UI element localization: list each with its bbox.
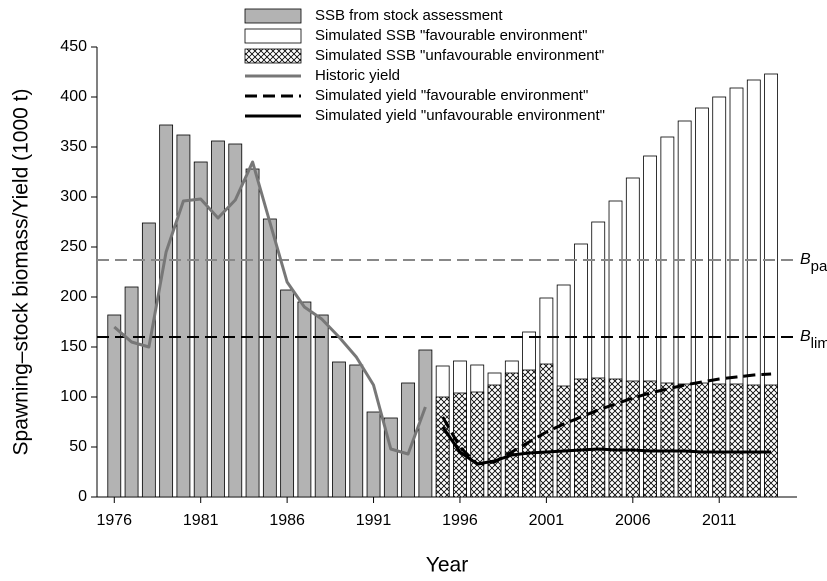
x-tick-label: 2006: [615, 512, 651, 529]
bar: [522, 369, 536, 498]
bar: [176, 134, 191, 498]
bar: [695, 382, 709, 498]
bar: [435, 396, 450, 498]
reference-label-sub: pa: [811, 258, 827, 275]
bar: [141, 222, 156, 498]
x-tick-label: 2001: [529, 512, 565, 529]
bar: [245, 168, 260, 498]
bar: [625, 380, 640, 498]
y-tick-label: 250: [60, 238, 87, 255]
y-tick-label: 150: [60, 338, 87, 355]
reference-label: Bpa: [800, 251, 827, 275]
bar: [314, 314, 329, 498]
bar: [332, 361, 346, 498]
x-tick-label: 1986: [269, 512, 305, 529]
legend-text: Simulated SSB "unfavourable environment": [315, 47, 604, 64]
bar: [193, 161, 208, 498]
bar: [746, 384, 761, 498]
x-tick-label: 2011: [702, 512, 737, 529]
bar: [764, 384, 778, 498]
legend-text: SSB from stock assessment: [315, 7, 503, 24]
bar: [712, 383, 727, 498]
x-tick-label: 1991: [356, 512, 392, 529]
line: [441, 426, 772, 466]
bar: [349, 364, 364, 498]
x-tick-label: 1996: [442, 512, 478, 529]
bar: [504, 372, 519, 498]
x-tick-label: 1976: [96, 512, 132, 529]
y-tick-label: 300: [60, 188, 87, 205]
reference-label-main: B: [800, 251, 811, 268]
legend-text: Simulated yield "unfavourable environmen…: [315, 107, 605, 124]
y-tick-label: 400: [60, 88, 87, 105]
bar: [159, 124, 174, 498]
bar: [574, 378, 588, 498]
bar: [660, 382, 675, 498]
x-tick-label: 1981: [183, 512, 219, 529]
bar: [297, 301, 312, 498]
y-tick-label: 100: [60, 388, 87, 405]
reference-label-sub: lim: [811, 335, 827, 352]
legend-swatch: [244, 48, 302, 64]
legend-text: Simulated SSB "favourable environment": [315, 27, 587, 44]
bar: [366, 411, 381, 498]
reference-label: Blim: [800, 328, 827, 352]
y-tick-label: 50: [69, 438, 87, 455]
bar: [591, 377, 606, 498]
bar: [228, 143, 243, 498]
legend-swatch: [244, 8, 302, 24]
bar: [470, 391, 485, 498]
legend-text: Historic yield: [315, 67, 400, 84]
bar: [608, 378, 623, 498]
bar: [107, 314, 122, 498]
reference-label-main: B: [800, 328, 811, 345]
bar: [677, 383, 692, 498]
line: [113, 160, 427, 456]
bar: [487, 384, 502, 498]
legend-swatch: [244, 28, 302, 44]
y-tick-label: 200: [60, 288, 87, 305]
legend-text: Simulated yield "favourable environment": [315, 87, 588, 104]
bar: [280, 289, 295, 498]
bar: [643, 380, 657, 498]
bar: [556, 385, 571, 498]
bar: [124, 286, 139, 498]
bar: [211, 140, 225, 498]
y-tick-label: 0: [78, 488, 87, 505]
bar: [729, 383, 744, 498]
y-axis-label: Spawning–stock biomass/Yield (1000 t): [10, 89, 33, 456]
x-axis-label: Year: [426, 554, 468, 577]
y-tick-label: 350: [60, 138, 87, 155]
y-tick-label: 450: [60, 38, 87, 55]
